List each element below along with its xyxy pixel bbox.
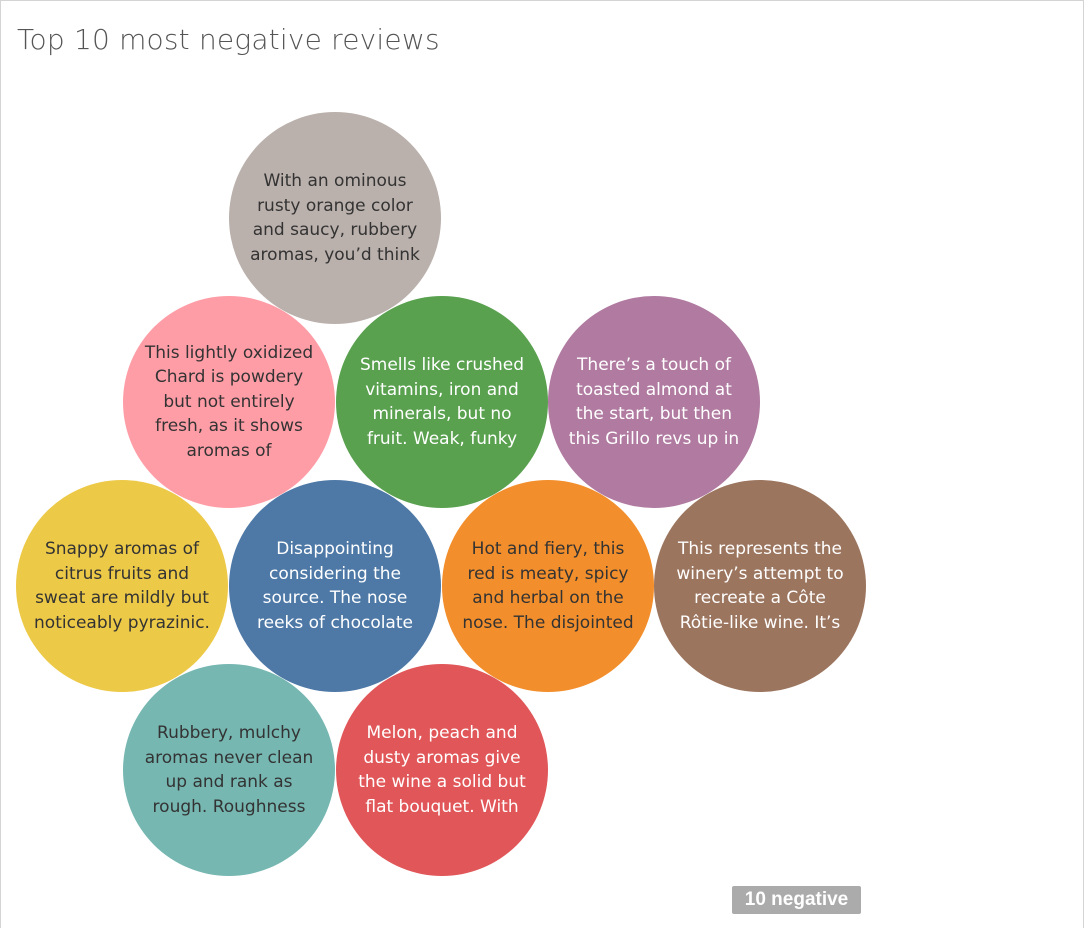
review-bubble[interactable]: Melon, peach and dusty aromas give the w… xyxy=(336,664,548,876)
chart-title: Top 10 most negative reviews xyxy=(17,23,440,56)
review-text: With an ominous rusty orange color and s… xyxy=(250,171,420,265)
review-bubble[interactable]: Snappy aromas of citrus fruits and sweat… xyxy=(16,480,228,692)
review-bubble[interactable]: There’s a touch of toasted almond at the… xyxy=(548,296,760,508)
review-bubble[interactable]: Smells like crushed vitamins, iron and m… xyxy=(336,296,548,508)
review-text: Snappy aromas of citrus fruits and sweat… xyxy=(34,539,210,633)
review-bubble[interactable]: With an ominous rusty orange color and s… xyxy=(229,112,441,324)
review-text: Disappointing considering the source. Th… xyxy=(257,539,413,633)
review-bubble[interactable]: This lightly oxidized Chard is powdery b… xyxy=(123,296,335,508)
review-text: This represents the winery’s attempt to … xyxy=(676,539,844,633)
review-text: There’s a touch of toasted almond at the… xyxy=(568,355,740,449)
review-bubble[interactable]: Rubbery, mulchy aromas never clean up an… xyxy=(123,664,335,876)
review-text: This lightly oxidized Chard is powdery b… xyxy=(144,342,314,461)
review-bubble[interactable]: This represents the winery’s attempt to … xyxy=(654,480,866,692)
review-bubble[interactable]: Disappointing considering the source. Th… xyxy=(229,480,441,692)
review-text: Hot and fiery, this red is meaty, spicy … xyxy=(462,539,634,633)
review-bubble[interactable]: Hot and fiery, this red is meaty, spicy … xyxy=(442,480,654,692)
review-text: Smells like crushed vitamins, iron and m… xyxy=(359,355,525,449)
sentiment-badge: 10 negative xyxy=(732,886,861,914)
review-text: Melon, peach and dusty aromas give the w… xyxy=(358,723,526,817)
review-text: Rubbery, mulchy aromas never clean up an… xyxy=(144,723,314,817)
